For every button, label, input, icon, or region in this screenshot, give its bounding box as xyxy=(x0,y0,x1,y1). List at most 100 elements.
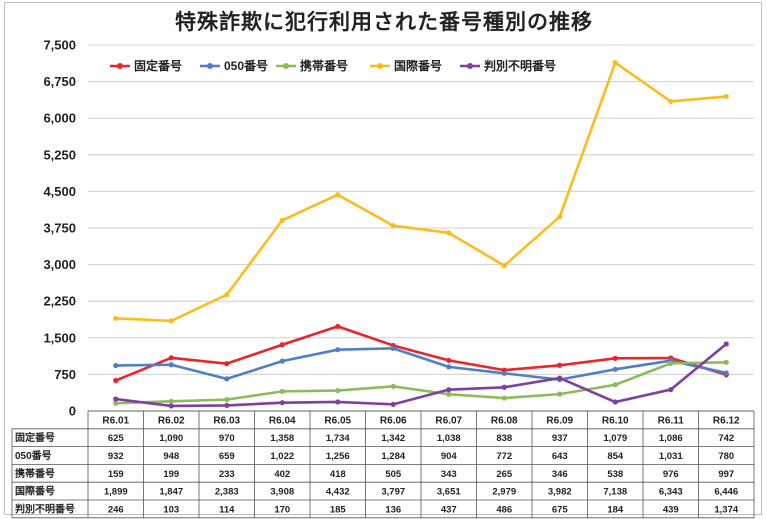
data-label: 854 xyxy=(607,451,624,462)
chart-title: 特殊詐欺に犯行利用された番号種別の推移 xyxy=(175,10,593,34)
data-point xyxy=(390,223,396,229)
category-label: R6.08 xyxy=(491,415,518,426)
data-point xyxy=(224,376,230,382)
data-point xyxy=(612,399,618,405)
category-label: R6.11 xyxy=(658,415,685,426)
data-label: 772 xyxy=(496,451,512,462)
data-label: 1,256 xyxy=(326,451,350,462)
data-label: 970 xyxy=(219,433,235,444)
data-label: 346 xyxy=(552,469,568,480)
data-point xyxy=(168,362,174,368)
data-label: 439 xyxy=(663,504,679,515)
row-name: 判別不明番号 xyxy=(15,502,75,515)
data-point xyxy=(168,355,174,361)
category-label: R6.05 xyxy=(324,415,351,426)
data-point xyxy=(557,391,563,397)
data-label: 948 xyxy=(163,451,179,462)
legend-marker xyxy=(283,63,289,69)
data-point xyxy=(501,384,507,390)
legend-marker xyxy=(377,63,383,69)
data-point xyxy=(723,341,729,347)
data-label: 6,446 xyxy=(714,487,738,498)
y-axis-ticks: 0 750 1,500 2,250 3,000 3,750 4,500 5,250 6,000 6… xyxy=(43,38,76,419)
data-label: 932 xyxy=(108,451,124,462)
data-point xyxy=(668,360,674,366)
data-point xyxy=(668,386,674,393)
data-label: 1,079 xyxy=(603,433,627,444)
data-point xyxy=(168,403,174,409)
legend-marker xyxy=(207,63,213,69)
category-label: R6.01 xyxy=(102,415,129,426)
data-label: 233 xyxy=(219,469,235,480)
data-point xyxy=(279,358,285,364)
data-label: 3,982 xyxy=(548,487,572,498)
data-point xyxy=(723,93,729,100)
row-name: 固定番号 xyxy=(15,431,55,444)
category-label: R6.02 xyxy=(158,415,185,426)
data-point xyxy=(335,388,341,394)
data-label: 3,797 xyxy=(381,487,405,498)
data-point xyxy=(113,362,119,369)
legend-label: 050番号 xyxy=(224,58,268,73)
y-tick-label: 6,000 xyxy=(43,111,76,126)
data-point xyxy=(723,370,729,376)
data-point xyxy=(723,359,729,365)
data-label: 1,038 xyxy=(437,433,461,444)
data-point xyxy=(113,315,119,321)
y-tick-label: 6,750 xyxy=(43,74,76,89)
series-lines xyxy=(113,60,729,409)
data-label: 199 xyxy=(163,469,179,480)
data-point xyxy=(446,387,452,393)
data-label: 625 xyxy=(108,433,125,444)
data-point xyxy=(501,370,507,376)
data-label: 437 xyxy=(441,504,457,515)
data-label: 904 xyxy=(441,451,458,462)
data-label: 246 xyxy=(108,504,124,515)
y-tick-label: 5,250 xyxy=(43,147,76,162)
data-label: 4,432 xyxy=(326,487,350,498)
data-label: 3,908 xyxy=(270,487,294,498)
y-tick-label: 2,250 xyxy=(43,294,76,309)
data-label: 643 xyxy=(552,451,568,462)
category-label: R6.07 xyxy=(435,415,462,426)
data-point xyxy=(501,263,507,269)
data-point xyxy=(557,362,563,368)
category-label: R6.04 xyxy=(269,415,296,426)
data-label: 6,343 xyxy=(659,487,683,498)
data-label: 1,086 xyxy=(659,433,683,444)
data-point xyxy=(612,382,618,388)
data-point xyxy=(279,400,285,406)
y-tick-label: 4,500 xyxy=(43,184,76,199)
legend-label: 国際番号 xyxy=(394,58,442,73)
data-label: 7,138 xyxy=(603,487,627,498)
row-name: 050番号 xyxy=(15,449,52,462)
row-name: 携帯番号 xyxy=(15,467,55,480)
data-point xyxy=(113,377,119,384)
data-label: 997 xyxy=(718,469,734,480)
data-label: 742 xyxy=(718,433,734,444)
data-label: 343 xyxy=(441,469,457,480)
data-label: 170 xyxy=(274,504,290,515)
y-tick-label: 750 xyxy=(54,367,76,382)
data-label: 1,899 xyxy=(104,487,128,498)
legend: 固定番号 050番号 携帯番号 国際番号 判別不明番号 xyxy=(110,58,556,73)
series-line xyxy=(115,342,728,408)
chart-frame xyxy=(4,2,762,515)
data-label: 3,651 xyxy=(437,487,461,498)
data-point xyxy=(390,401,396,407)
series-line xyxy=(115,347,727,381)
data-label: 505 xyxy=(385,469,402,480)
category-label: R6.03 xyxy=(213,415,240,426)
data-point xyxy=(501,395,507,401)
data-label: 114 xyxy=(219,504,235,515)
data-point xyxy=(612,355,618,361)
data-point xyxy=(279,388,285,394)
data-point xyxy=(113,396,119,402)
data-point xyxy=(446,230,452,236)
data-point xyxy=(224,361,230,367)
data-label: 1,374 xyxy=(714,504,738,515)
y-tick-label: 7,500 xyxy=(43,38,76,53)
category-label: R6.09 xyxy=(546,415,573,426)
y-tick-label: 1,500 xyxy=(43,330,76,345)
data-label: 538 xyxy=(607,469,623,480)
